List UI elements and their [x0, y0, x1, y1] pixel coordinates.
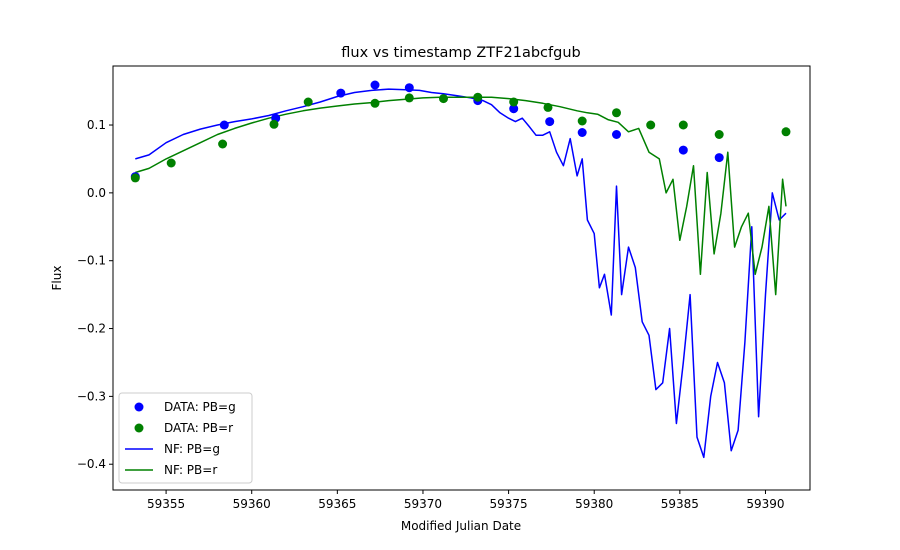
data-point-r [678, 120, 688, 130]
data-point-r [130, 173, 140, 183]
nf-line-g [135, 88, 787, 459]
data-point-g [219, 120, 229, 130]
data-point-g [336, 88, 346, 98]
x-tick-label: 59390 [746, 497, 784, 511]
x-tick-label: 59360 [233, 497, 271, 511]
data-point-g [678, 145, 688, 155]
data-point-r [218, 139, 228, 149]
x-tick-label: 59380 [575, 497, 613, 511]
data-point-r [781, 127, 791, 137]
data-point-r [473, 92, 483, 102]
chart-title: flux vs timestamp ZTF21abcfgub [341, 45, 580, 61]
data-point-g [509, 104, 519, 114]
data-point-r [166, 158, 176, 168]
data-point-g [545, 117, 555, 127]
data-point-r [543, 102, 553, 112]
data-point-r [439, 94, 448, 104]
data-point-g [714, 153, 724, 163]
legend-label: NF: PB=r [164, 463, 217, 477]
legend-label: NF: PB=g [164, 442, 220, 456]
y-tick-label: −0.4 [77, 457, 106, 471]
data-point-g [612, 130, 621, 139]
y-axis: 0.1 0.0 −0.1 −0.2 −0.3 −0.4 [77, 118, 113, 471]
data-point-r [404, 93, 414, 103]
data-point-r [646, 120, 656, 130]
y-tick-label: −0.1 [77, 254, 106, 268]
x-axis-label: Modified Julian Date [401, 519, 521, 533]
x-tick-label: 59385 [661, 497, 699, 511]
legend-label: DATA: PB=r [164, 421, 233, 435]
legend-box [118, 392, 253, 484]
x-tick-label: 59365 [318, 497, 356, 511]
data-point-g [404, 83, 414, 93]
nf-line-r [135, 96, 787, 296]
data-point-r [714, 130, 724, 139]
data-point-g [577, 128, 587, 137]
x-tick-label: 59355 [147, 497, 185, 511]
y-tick-label: 0.1 [87, 118, 106, 132]
data-point-r [269, 119, 279, 129]
y-tick-label: −0.2 [77, 322, 106, 336]
data-point-g [370, 80, 380, 90]
data-point-r [509, 97, 519, 107]
data-point-r [303, 97, 313, 107]
plot-area [130, 80, 791, 459]
x-axis: 59355 59360 59365 59370 59375 59380 59385 59390 [147, 490, 785, 511]
axes-frame [112, 65, 811, 491]
x-tick-label: 59375 [490, 497, 528, 511]
legend-label: DATA: PB=g [164, 400, 236, 414]
legend: DATA: PB=g DATA: PB=r NF: PB=g NF: PB=r [118, 392, 253, 484]
x-tick-label: 59370 [404, 497, 442, 511]
data-point-r [577, 116, 587, 126]
data-point-r [370, 98, 380, 108]
legend-marker [134, 423, 144, 433]
y-axis-label: Flux [50, 266, 64, 291]
data-point-r [612, 108, 621, 118]
y-tick-label: −0.3 [77, 389, 106, 403]
legend-marker [134, 402, 144, 412]
y-tick-label: 0.0 [87, 186, 106, 200]
